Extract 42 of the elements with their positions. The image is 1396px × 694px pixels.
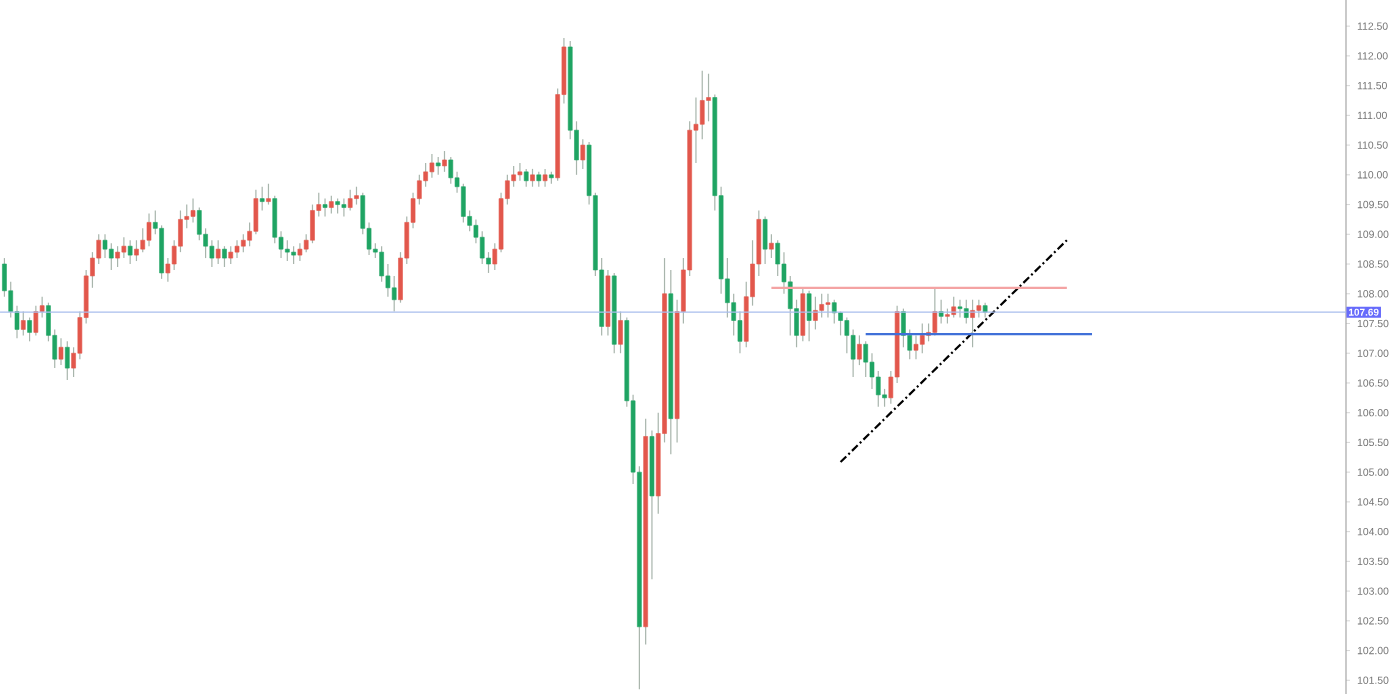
candlestick <box>542 168 548 188</box>
candlestick <box>58 337 64 366</box>
candlestick <box>448 156 454 185</box>
candlestick <box>347 189 353 212</box>
candlestick <box>800 287 806 342</box>
candlestick <box>813 296 818 331</box>
candlestick <box>27 316 32 342</box>
candlestick <box>322 198 328 218</box>
candlestick <box>857 334 862 366</box>
candlestick <box>297 242 303 262</box>
candlestick <box>806 290 812 342</box>
candlestick <box>266 183 271 206</box>
candlestick <box>115 245 120 268</box>
candlestick <box>33 305 39 336</box>
candlestick <box>429 153 435 179</box>
candlestick <box>831 299 837 325</box>
candlestick <box>762 215 768 265</box>
candlestick <box>825 293 831 319</box>
candlestick <box>20 310 26 336</box>
candlestick <box>517 162 523 182</box>
candlestick <box>938 299 944 325</box>
candlestick <box>146 212 152 247</box>
candlestick <box>215 239 221 265</box>
candlestick <box>769 233 774 259</box>
candlestick <box>618 310 623 354</box>
candlestick <box>951 296 957 319</box>
candlestick <box>919 322 925 354</box>
candlestick <box>259 186 265 212</box>
candlestick <box>957 299 963 319</box>
candlestick <box>442 150 447 173</box>
candlestick <box>108 242 114 271</box>
candlestick <box>64 340 70 381</box>
candlestick <box>190 198 196 223</box>
candlestick <box>127 239 133 265</box>
candlestick <box>285 239 290 262</box>
candlestick <box>932 287 938 336</box>
candlestick <box>222 245 227 268</box>
candlestick <box>121 236 127 259</box>
candlestick <box>341 198 347 218</box>
candlestick <box>970 299 975 348</box>
candlestick <box>234 239 240 259</box>
candlestick <box>580 138 586 170</box>
